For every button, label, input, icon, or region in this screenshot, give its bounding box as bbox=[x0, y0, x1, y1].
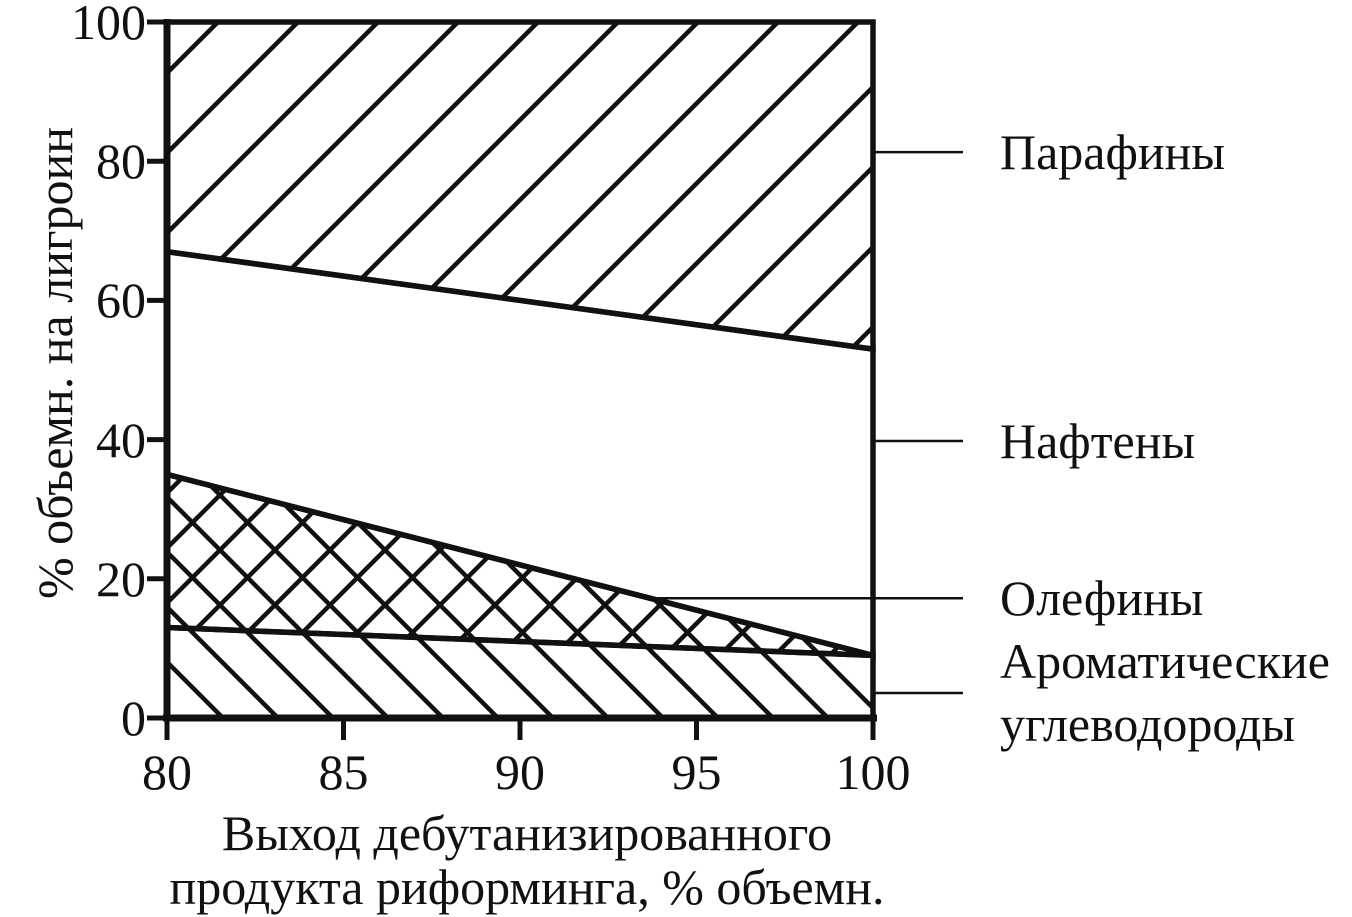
paraffins-label: Парафины bbox=[1000, 124, 1225, 181]
aromatics-label-line1: Ароматические bbox=[1000, 632, 1330, 689]
x-axis-title-line2: продукта риформинга, % объемн. bbox=[169, 859, 885, 915]
naphthenes-label: Нафтены bbox=[1000, 412, 1196, 469]
x-axis-title-line1: Выход дебутанизированного bbox=[221, 805, 833, 861]
y-tick-label-4: 80 bbox=[96, 133, 146, 190]
x-tick-label-4: 100 bbox=[835, 744, 911, 800]
leader-lines-layer bbox=[650, 150, 963, 695]
x-tick-label-3: 95 bbox=[671, 744, 722, 800]
x-tick-label-2: 90 bbox=[495, 744, 545, 800]
x-tick-label-0: 80 bbox=[142, 744, 192, 800]
y-tick-label-2: 40 bbox=[96, 411, 146, 468]
regions-layer bbox=[164, 19, 876, 721]
olefins-label: Олефины bbox=[1000, 570, 1204, 627]
y-tick-label-0: 0 bbox=[121, 690, 146, 746]
aromatics-label-line2: углеводороды bbox=[1000, 695, 1295, 752]
aromatics-label: Ароматические углеводороды bbox=[1000, 630, 1330, 756]
y-tick-label-1: 20 bbox=[96, 550, 146, 607]
axes-layer bbox=[147, 19, 877, 740]
x-axis-title: Выход дебутанизированного продукта рифор… bbox=[67, 806, 987, 914]
y-tick-label-5: 100 bbox=[71, 0, 146, 50]
y-tick-label-3: 60 bbox=[96, 272, 146, 329]
x-tick-label-1: 85 bbox=[318, 744, 369, 800]
y-axis-title: % объемн. на лигроин bbox=[27, 127, 83, 599]
region-paraffins bbox=[164, 19, 876, 353]
